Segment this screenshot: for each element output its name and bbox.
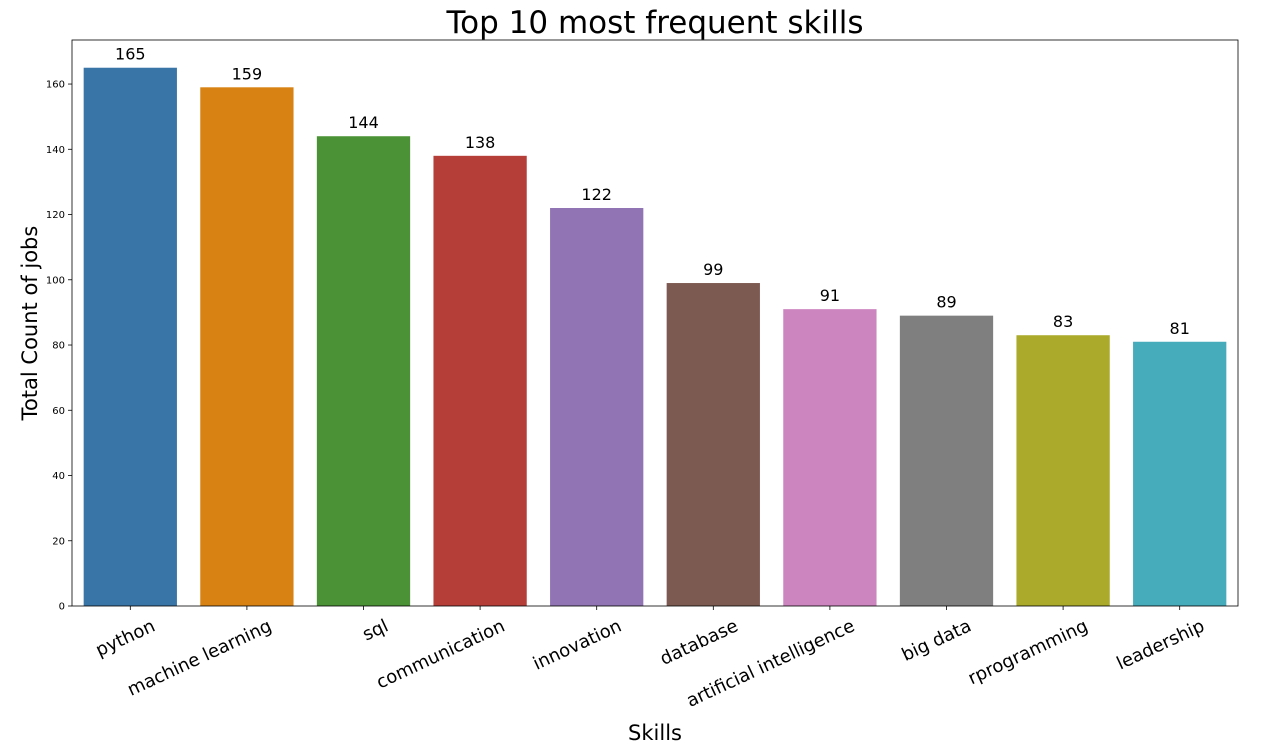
bar-value-label: 81 — [1170, 319, 1190, 338]
bar-value-label: 144 — [348, 113, 379, 132]
bar-machine-learning — [200, 87, 294, 606]
bar-innovation — [550, 208, 644, 606]
x-tick-label: python — [92, 615, 158, 661]
bar-value-label: 89 — [936, 293, 956, 312]
bar-value-label: 83 — [1053, 312, 1073, 331]
x-tick-label: leadership — [1114, 615, 1208, 674]
bar-big-data — [899, 315, 994, 606]
bar-value-label: 91 — [820, 286, 840, 305]
bar-sql — [316, 136, 411, 606]
x-tick-label: rprogramming — [965, 615, 1091, 689]
y-axis-label: Total Count of jobs — [18, 226, 42, 422]
bar-artificial-intelligence — [783, 309, 877, 606]
y-tick-label: 40 — [52, 471, 65, 482]
bars-group — [83, 67, 1227, 606]
x-tick-label: database — [657, 615, 742, 669]
y-tick-label: 100 — [46, 275, 65, 286]
y-tick-label: 140 — [46, 145, 65, 156]
bar-communication — [433, 155, 527, 606]
bar-rprogramming — [1016, 335, 1110, 606]
bar-value-label: 99 — [703, 260, 723, 279]
x-tick-label: innovation — [530, 615, 625, 674]
plot-frame — [71, 39, 1239, 607]
bar-leadership — [1133, 341, 1227, 606]
bar-value-label: 122 — [581, 185, 612, 204]
y-axis-ticks: 0 20 40 60 80 100 120 140 160 — [46, 80, 72, 613]
x-tick-label: sql — [359, 615, 391, 645]
chart-title: Top 10 most frequent skills — [446, 5, 864, 41]
bar-value-label: 159 — [232, 64, 263, 83]
bar-value-label: 138 — [465, 133, 496, 152]
x-tick-label: big data — [899, 615, 975, 665]
y-tick-label: 60 — [52, 406, 65, 417]
bar-value-label: 165 — [115, 45, 146, 64]
bar-database — [666, 283, 760, 606]
y-tick-label: 80 — [52, 341, 65, 352]
y-tick-label: 160 — [46, 80, 65, 91]
bar-python — [83, 67, 177, 606]
x-axis-label: Skills — [628, 721, 682, 745]
bar-labels-group: 165 159 144 138 122 99 91 89 83 81 — [115, 45, 1190, 338]
y-tick-label: 120 — [46, 210, 65, 221]
y-tick-label: 20 — [52, 536, 65, 547]
y-tick-label: 0 — [59, 602, 65, 613]
x-tick-label: communication — [373, 615, 508, 693]
